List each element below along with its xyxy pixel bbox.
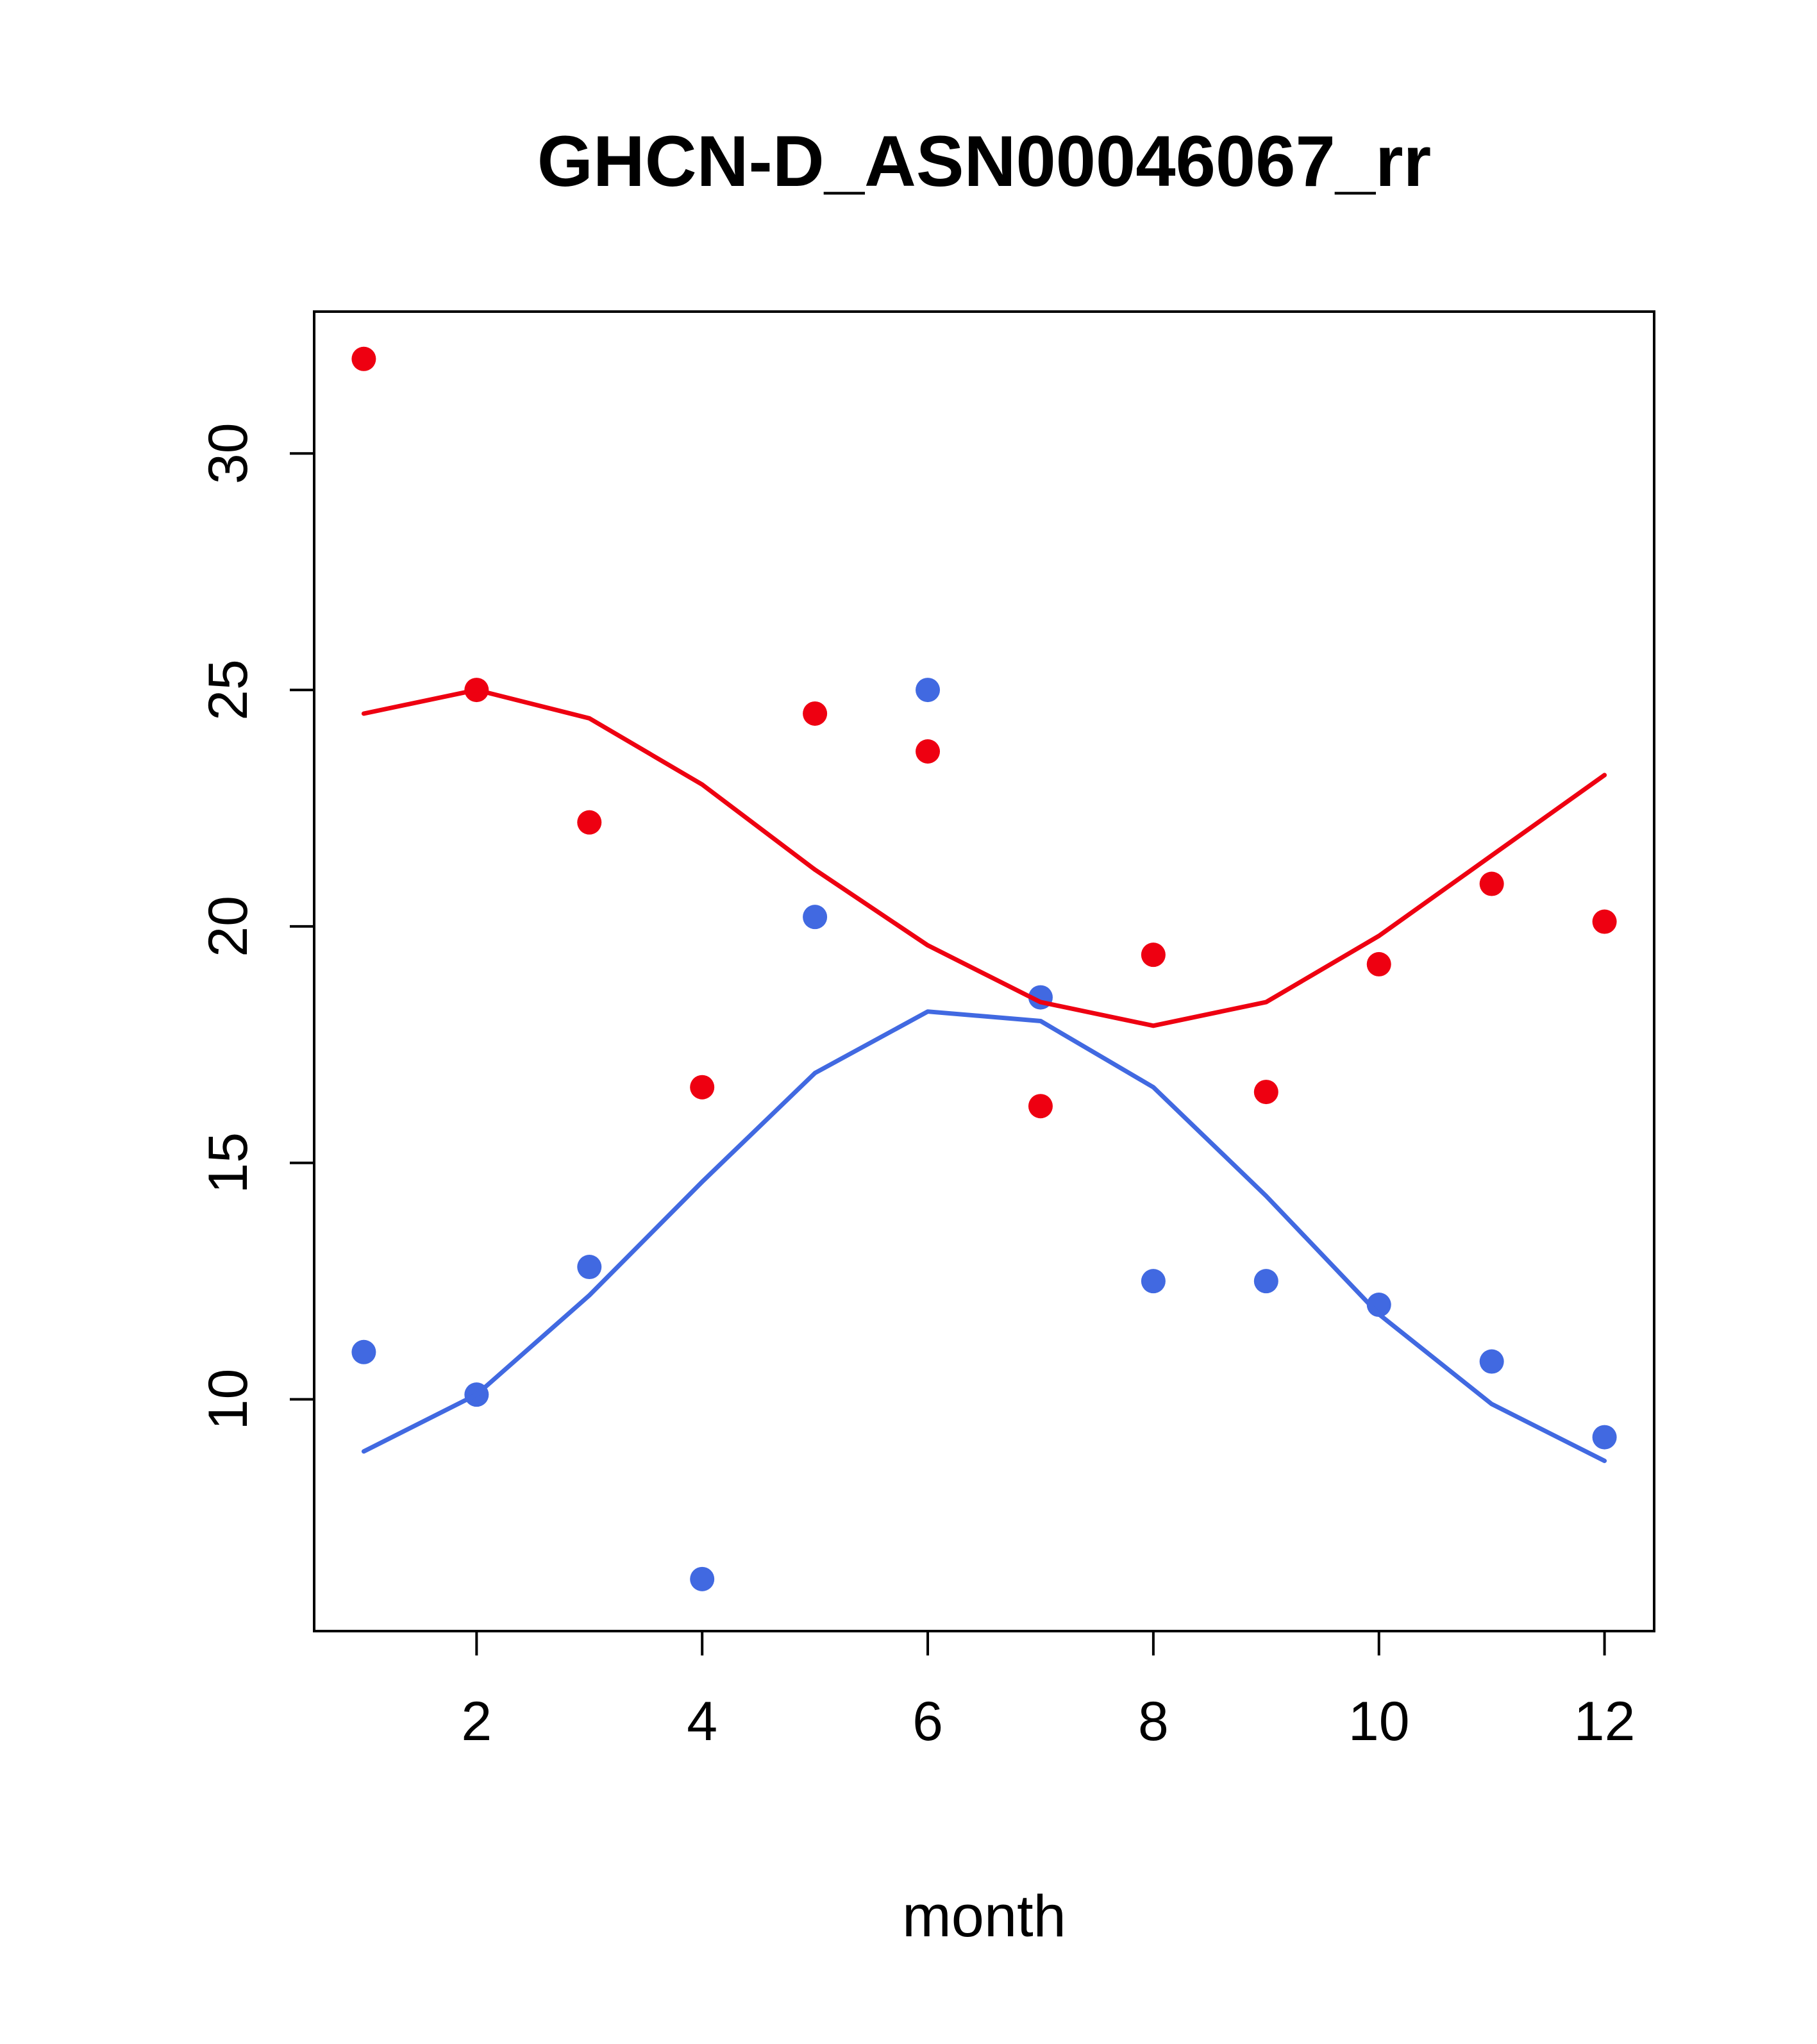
blue-smooth-line bbox=[361, 1009, 1607, 1463]
blue-point bbox=[1141, 1269, 1166, 1294]
red-point bbox=[1366, 951, 1391, 976]
x-tick-label: 6 bbox=[912, 1691, 943, 1752]
blue-point bbox=[803, 905, 828, 930]
x-tick-label: 4 bbox=[687, 1691, 717, 1752]
red-point bbox=[1253, 1080, 1278, 1105]
y-tick-label: 30 bbox=[197, 423, 259, 484]
x-tick-label: 2 bbox=[461, 1691, 492, 1752]
blue-point bbox=[351, 1339, 376, 1364]
x-tick-label: 12 bbox=[1574, 1691, 1636, 1752]
red-point bbox=[1028, 1094, 1053, 1119]
x-tick-label: 10 bbox=[1348, 1691, 1410, 1752]
red-point bbox=[916, 739, 941, 764]
red-point bbox=[1479, 871, 1504, 896]
y-tick-label: 20 bbox=[197, 896, 259, 957]
y-tick-label: 10 bbox=[197, 1369, 259, 1430]
red-point bbox=[1592, 909, 1617, 934]
blue-point bbox=[1479, 1349, 1504, 1374]
y-tick-label: 15 bbox=[197, 1132, 259, 1194]
red-point bbox=[577, 810, 602, 835]
blue-point bbox=[1592, 1425, 1617, 1450]
plot-content: 2 4 6 8 10 12 10 15 20 25 30 bbox=[197, 310, 1655, 1752]
red-point bbox=[351, 346, 376, 371]
blue-point bbox=[1253, 1269, 1278, 1294]
blue-point bbox=[916, 678, 941, 703]
plot-box bbox=[313, 310, 1655, 1632]
x-axis-label: month bbox=[902, 1884, 1066, 1949]
red-point bbox=[803, 701, 828, 726]
red-point bbox=[690, 1075, 715, 1100]
x-tick-label: 8 bbox=[1138, 1691, 1169, 1752]
red-smooth-line bbox=[361, 687, 1607, 1028]
y-tick-label: 25 bbox=[197, 659, 259, 721]
red-point bbox=[1141, 942, 1166, 968]
chart-title: GHCN-D_ASN00046067_rr bbox=[537, 121, 1431, 201]
blue-point bbox=[577, 1255, 602, 1280]
blue-point bbox=[690, 1566, 715, 1591]
